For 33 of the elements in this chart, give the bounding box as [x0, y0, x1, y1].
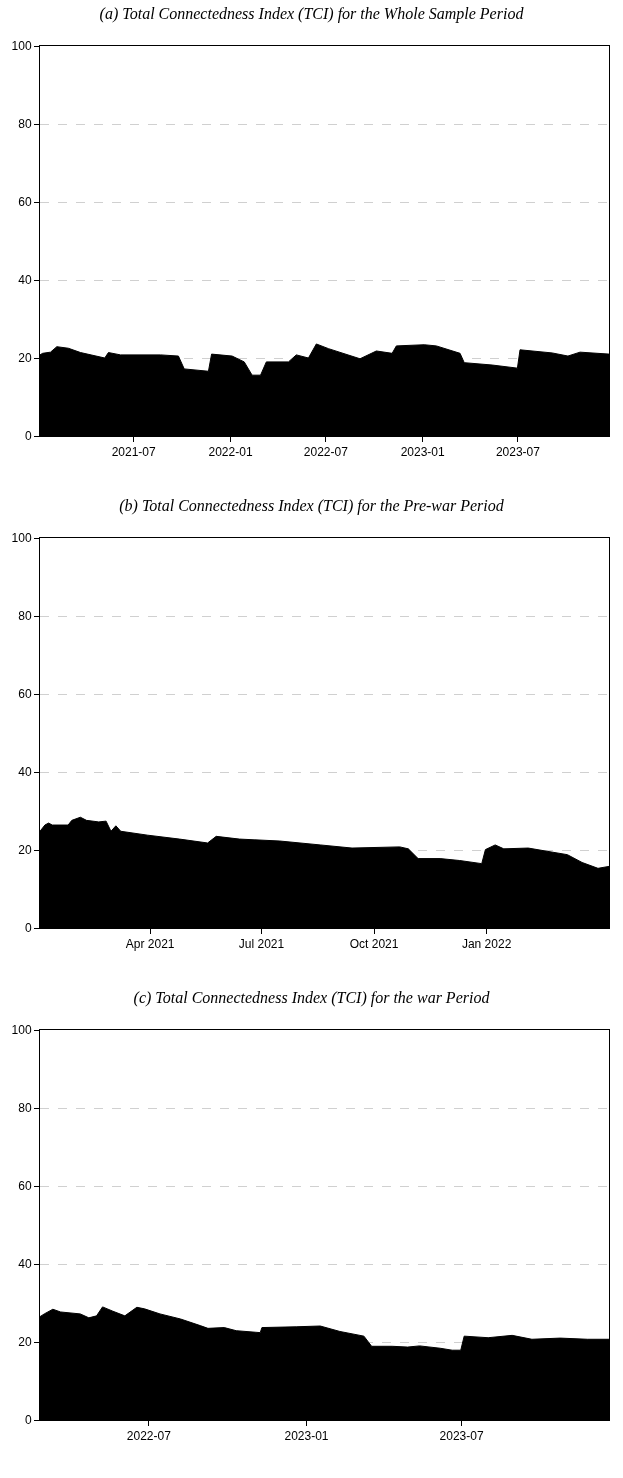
y-tick-label: 60	[18, 195, 32, 210]
x-tick-label: 2022-07	[126, 1429, 172, 1444]
x-tick-label: 2023-01	[400, 445, 446, 460]
y-tick-label: 0	[24, 921, 32, 936]
y-tick-label: 20	[18, 843, 32, 858]
chart-title: (c) Total Connectedness Index (TCI) for the war Period	[133, 988, 491, 1007]
y-tick-label: 60	[18, 1179, 32, 1194]
y-tick-label: 80	[18, 609, 32, 624]
x-tick-label: 2023-01	[284, 1429, 329, 1444]
y-tick-label: 60	[18, 687, 32, 702]
y-tick-label: 40	[18, 765, 32, 780]
x-tick-label: Jan 2022	[461, 937, 512, 952]
y-tick-label: 0	[24, 1413, 32, 1428]
y-tick-label: 40	[18, 1257, 32, 1272]
chart-title: (a) Total Connectedness Index (TCI) for the Whole Sample Period	[99, 4, 525, 23]
y-tick-label: 100	[11, 531, 32, 546]
x-tick-label: Oct 2021	[349, 937, 399, 952]
y-tick-label: 20	[18, 1335, 32, 1350]
y-tick-label: 20	[18, 351, 32, 366]
x-tick-label: 2021-07	[111, 445, 157, 460]
y-tick-label: 0	[24, 429, 32, 444]
y-tick-label: 80	[18, 117, 32, 132]
x-tick-label: 2022-07	[303, 445, 349, 460]
y-tick-label: 40	[18, 273, 32, 288]
y-tick-label: 100	[11, 1023, 32, 1038]
x-tick-label: 2022-01	[208, 445, 253, 460]
y-tick-label: 80	[18, 1101, 32, 1116]
x-tick-label: 2023-07	[495, 445, 541, 460]
y-tick-label: 100	[11, 39, 32, 54]
chart-title: (b) Total Connectedness Index (TCI) for the Pre-war Period	[119, 496, 505, 515]
x-tick-label: Jul 2021	[238, 937, 285, 952]
x-tick-label: Apr 2021	[125, 937, 175, 952]
x-tick-label: 2023-07	[439, 1429, 484, 1444]
